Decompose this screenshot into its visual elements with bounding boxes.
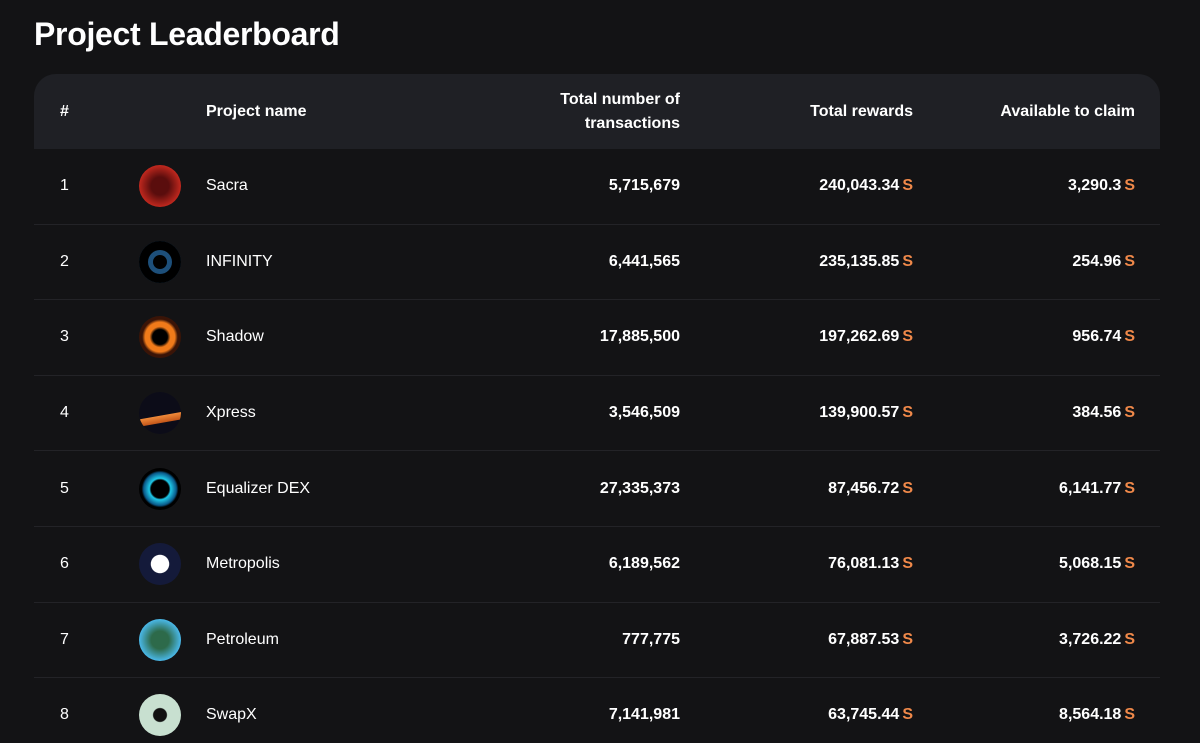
- available-to-claim: 956.74 S: [1072, 328, 1135, 346]
- project-name: Xpress: [206, 404, 256, 422]
- total-rewards: 240,043.34 S: [819, 177, 913, 195]
- currency: S: [1124, 706, 1135, 724]
- currency: S: [1124, 252, 1135, 270]
- total-rewards: 63,745.44 S: [828, 706, 913, 724]
- project-name: SwapX: [206, 706, 257, 724]
- amount: 6,141.77: [1059, 479, 1122, 497]
- amount: 197,262.69: [819, 328, 900, 346]
- amount: 3,726.22: [1059, 630, 1122, 648]
- project-name: Equalizer DEX: [206, 479, 311, 497]
- currency: S: [1124, 177, 1135, 195]
- project-name: Sacra: [206, 177, 248, 195]
- amount: 8,564.18: [1059, 706, 1122, 724]
- available-to-claim: 3,290.3 S: [1068, 177, 1135, 195]
- available-to-claim: 3,726.22 S: [1059, 631, 1135, 649]
- currency: S: [902, 177, 913, 195]
- amount: 67,887.53: [828, 630, 900, 648]
- transactions: 3,546,509: [608, 404, 680, 422]
- project-name: Petroleum: [206, 630, 279, 648]
- table-row[interactable]: 4 Xpress 3,546,509 139,900.57 S 384.56 S: [34, 376, 1160, 452]
- column-header: #: [60, 102, 69, 120]
- transactions: 5,715,679: [608, 177, 680, 195]
- rank: 3: [60, 328, 69, 346]
- total-rewards: 87,456.72 S: [828, 480, 913, 498]
- rank: 4: [60, 404, 69, 422]
- project-name: Shadow: [206, 328, 264, 346]
- amount: 87,456.72: [828, 479, 900, 497]
- currency: S: [902, 252, 913, 270]
- table-row[interactable]: 6 Metropolis 6,189,562 76,081.13 S 5,068.15 S: [34, 527, 1160, 603]
- transactions: 7,141,981: [608, 706, 680, 724]
- currency: S: [902, 479, 913, 497]
- project-icon: [139, 165, 181, 208]
- amount: 235,135.85: [819, 252, 900, 270]
- total-rewards: 67,887.53 S: [828, 631, 913, 649]
- project-icon: [139, 316, 181, 359]
- available-to-claim: 5,068.15 S: [1059, 555, 1135, 573]
- available-to-claim: 254.96 S: [1072, 253, 1135, 271]
- project-icon: [139, 618, 181, 661]
- currency: S: [902, 706, 913, 724]
- amount: 139,900.57: [819, 404, 900, 422]
- page-title: Project Leaderboard: [34, 16, 340, 52]
- currency: S: [1124, 328, 1135, 346]
- total-rewards: 235,135.85 S: [819, 253, 913, 271]
- project-name: INFINITY: [206, 252, 273, 270]
- table-row[interactable]: 8 SwapX 7,141,981 63,745.44 S 8,564.18 S: [34, 678, 1160, 743]
- currency: S: [1124, 404, 1135, 422]
- amount: 3,290.3: [1067, 177, 1122, 195]
- table-row[interactable]: 1 Sacra 5,715,679 240,043.34 S 3,290.3 S: [34, 149, 1160, 225]
- rank: 6: [60, 555, 69, 573]
- transactions: 17,885,500: [599, 328, 680, 346]
- project-icon: [139, 543, 181, 586]
- amount: 384.56: [1072, 404, 1122, 422]
- currency: S: [902, 555, 913, 573]
- table-header: # Project name Total number of transaction…: [34, 74, 1160, 149]
- currency: S: [902, 630, 913, 648]
- rank: 1: [60, 177, 69, 195]
- currency: S: [1124, 479, 1135, 497]
- currency: S: [902, 404, 913, 422]
- rank: 8: [60, 706, 69, 724]
- project-icon: [139, 694, 181, 737]
- rank: 2: [60, 252, 69, 270]
- column-header: Total rewards: [810, 102, 913, 120]
- rank: 7: [60, 630, 69, 648]
- table-row[interactable]: 3 Shadow 17,885,500 197,262.69 S 956.74 S: [34, 300, 1160, 376]
- project-name: Metropolis: [206, 555, 280, 573]
- amount: 76,081.13: [828, 555, 900, 573]
- available-to-claim: 6,141.77 S: [1059, 480, 1135, 498]
- currency: S: [902, 328, 913, 346]
- project-icon: [139, 467, 181, 510]
- transactions: 6,441,565: [608, 252, 680, 270]
- project-icon: [139, 392, 181, 435]
- column-header: Available to claim: [1000, 102, 1135, 120]
- total-rewards: 139,900.57 S: [819, 404, 913, 422]
- table-row[interactable]: 7 Petroleum 777,775 67,887.53 S 3,726.22 S: [34, 603, 1160, 679]
- column-header: Project name: [206, 102, 307, 120]
- available-to-claim: 8,564.18 S: [1059, 706, 1135, 724]
- transactions: 777,775: [622, 630, 680, 648]
- transactions: 27,335,373: [599, 479, 680, 497]
- leaderboard-table: # Project name Total number of transaction…: [34, 74, 1160, 743]
- total-rewards: 76,081.13 S: [828, 555, 913, 573]
- amount: 240,043.34: [819, 177, 900, 195]
- currency: S: [1124, 630, 1135, 648]
- currency: S: [1124, 555, 1135, 573]
- amount: 5,068.15: [1059, 555, 1122, 573]
- table-row[interactable]: 5 Equalizer DEX 27,335,373 87,456.72 S 6,141.…: [34, 451, 1160, 527]
- rank: 5: [60, 479, 69, 497]
- amount: 956.74: [1072, 328, 1122, 346]
- transactions: 6,189,562: [608, 555, 680, 573]
- project-icon: [139, 240, 181, 283]
- amount: 254.96: [1072, 252, 1122, 270]
- column-header: Total number of transactions: [560, 90, 680, 132]
- amount: 63,745.44: [828, 706, 900, 724]
- table-row[interactable]: 2 INFINITY 6,441,565 235,135.85 S 254.96 S: [34, 225, 1160, 301]
- available-to-claim: 384.56 S: [1072, 404, 1135, 422]
- total-rewards: 197,262.69 S: [819, 328, 913, 346]
